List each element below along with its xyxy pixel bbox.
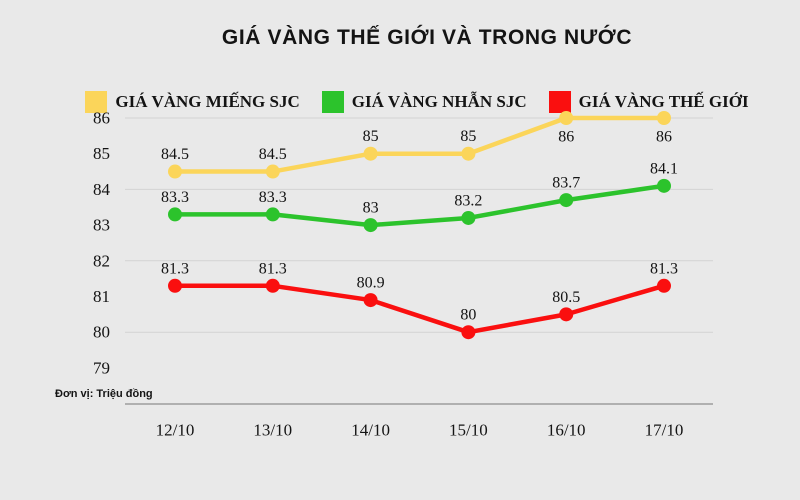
y-axis-labels: 86 85 84 83 82 81 80 79 [93, 109, 111, 378]
data-label: 85 [460, 128, 476, 145]
data-point [265, 278, 280, 293]
data-label: 83.3 [259, 189, 287, 206]
data-label: 86 [558, 129, 574, 146]
data-point [461, 210, 476, 225]
data-point [265, 164, 280, 179]
data-point [657, 278, 671, 293]
series-gi-v-ng-mi-ng-sjc: 84.5 84.5 85 85 86 86 [161, 111, 672, 179]
data-point [363, 218, 378, 233]
data-point [657, 111, 671, 125]
data-label: 86 [656, 129, 672, 146]
legend: GIÁ VÀNG MIẾNG SJC GIÁ VÀNG NHẪN SJC GIÁ… [17, 91, 800, 113]
data-point [265, 207, 280, 222]
series-line [172, 283, 667, 335]
data-label: 81.3 [259, 260, 287, 277]
unit-note: Đơn vị: Triệu đồng [55, 388, 153, 400]
data-label: 80 [460, 307, 476, 324]
x-tick-label: 13/10 [253, 421, 292, 440]
legend-item-nhan-sjc: GIÁ VÀNG NHẪN SJC [321, 91, 527, 113]
chart-title: GIÁ VÀNG THẾ GIỚI VÀ TRONG NƯỚC [221, 26, 633, 49]
data-point [363, 293, 378, 308]
legend-swatch-yellow [85, 91, 108, 113]
x-tick-label: 12/10 [156, 421, 195, 440]
y-tick-label: 84 [93, 180, 111, 199]
data-point [168, 278, 182, 293]
data-label: 83.2 [454, 192, 482, 209]
legend-item-mieng-sjc: GIÁ VÀNG MIẾNG SJC [85, 91, 300, 113]
data-point [559, 307, 574, 322]
data-point [168, 164, 182, 179]
data-point [559, 111, 574, 125]
y-tick-label: 80 [93, 323, 110, 342]
data-label: 80.5 [552, 289, 580, 306]
y-tick-label: 82 [93, 251, 110, 270]
data-point [461, 325, 476, 340]
data-label: 84.5 [161, 146, 189, 163]
x-tick-label: 16/10 [547, 421, 586, 440]
data-point [363, 146, 378, 161]
series-line [172, 115, 667, 174]
y-tick-label: 85 [93, 144, 110, 163]
legend-label: GIÁ VÀNG MIẾNG SJC [115, 92, 300, 111]
data-label: 83 [363, 200, 379, 217]
legend-swatch-green [321, 91, 344, 113]
x-tick-label: 15/10 [449, 421, 488, 440]
data-point [657, 178, 671, 193]
legend-label: GIÁ VÀNG THẾ GIỚI [578, 92, 749, 111]
legend-label: GIÁ VÀNG NHẪN SJC [351, 92, 527, 111]
data-point [559, 193, 574, 208]
data-point [461, 146, 476, 161]
series-line [172, 183, 667, 228]
data-label: 83.7 [552, 175, 580, 192]
data-label: 83.3 [161, 189, 189, 206]
y-tick-label: 81 [93, 287, 110, 306]
x-axis-labels: 12/10 13/10 14/10 15/10 16/10 17/10 [156, 421, 684, 440]
series-gi-v-ng-th-gi-i: 81.3 81.3 80.9 80 80.5 81.3 [161, 260, 678, 340]
y-tick-label: 86 [93, 109, 110, 128]
data-label: 81.3 [161, 260, 189, 277]
legend-item-the-gioi: GIÁ VÀNG THẾ GIỚI [548, 91, 749, 113]
x-tick-label: 17/10 [645, 421, 684, 440]
data-label: 85 [363, 128, 379, 145]
data-label: 84.1 [650, 160, 678, 177]
data-label: 81.3 [650, 260, 678, 277]
y-tick-label: 83 [93, 216, 110, 235]
y-tick-label: 79 [93, 358, 110, 377]
x-tick-label: 14/10 [351, 421, 390, 440]
data-label: 84.5 [259, 146, 287, 163]
legend-swatch-red [548, 91, 571, 113]
data-point [168, 207, 182, 222]
gridlines [125, 117, 713, 333]
series-layer: 84.5 84.5 85 85 86 86 83.3 83.3 83 83.2 83.7 84.1 81… [161, 111, 678, 340]
data-label: 80.9 [357, 275, 385, 292]
series-gi-v-ng-nh-n-sjc: 83.3 83.3 83 83.2 83.7 84.1 [161, 160, 678, 233]
